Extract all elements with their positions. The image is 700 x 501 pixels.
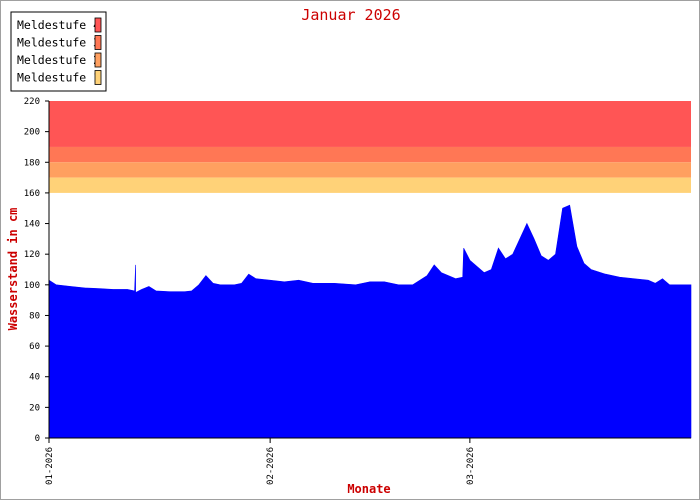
series-layer xyxy=(48,204,692,439)
y-tick-label: 0 xyxy=(35,434,40,444)
x-tick-label: 03-2026 xyxy=(466,447,476,485)
legend-label: Meldestufe 3 xyxy=(17,36,100,50)
x-axis-ticks: 01-2026 02-2026 03-2026 xyxy=(45,438,476,485)
level-bands xyxy=(49,101,691,193)
y-tick-label: 180 xyxy=(24,158,40,168)
y-axis-title: Wasserstand in cm xyxy=(6,208,20,331)
legend: Meldestufe 4 Meldestufe 3 Meldestufe 2 Meld… xyxy=(10,11,107,92)
axes xyxy=(48,101,691,439)
y-tick-label: 120 xyxy=(24,250,40,260)
level-band-3 xyxy=(49,146,691,163)
legend-label: Meldestufe 1 xyxy=(17,71,100,85)
x-axis-title: Monate xyxy=(347,482,390,496)
legend-label: Meldestufe 4 xyxy=(17,18,100,32)
y-tick-label: 60 xyxy=(29,342,40,352)
legend-swatch xyxy=(94,17,102,33)
y-tick-label: 80 xyxy=(29,311,40,321)
y-tick-label: 40 xyxy=(29,373,40,383)
x-tick-label: 01-2026 xyxy=(45,447,55,485)
level-band-2 xyxy=(49,162,691,178)
chart-title: Januar 2026 xyxy=(301,6,400,24)
water-level-area-0 xyxy=(48,204,692,439)
y-axis-ticks: 0 20 40 60 80 100 120 140 160 180 200 220 xyxy=(24,97,49,444)
y-tick-label: 200 xyxy=(24,128,40,138)
y-tick-label: 140 xyxy=(24,220,40,230)
y-tick-label: 160 xyxy=(24,189,40,199)
y-tick-label: 20 xyxy=(29,403,40,413)
legend-swatch xyxy=(94,35,102,50)
level-band-1 xyxy=(49,177,691,193)
y-tick-label: 220 xyxy=(24,97,40,107)
legend-swatch xyxy=(94,70,102,85)
legend-box xyxy=(10,11,107,92)
x-tick-label: 02-2026 xyxy=(266,447,276,485)
y-tick-label: 100 xyxy=(24,281,40,291)
legend-swatch xyxy=(94,52,102,68)
legend-label: Meldestufe 2 xyxy=(17,53,100,67)
level-band-4 xyxy=(49,101,691,147)
